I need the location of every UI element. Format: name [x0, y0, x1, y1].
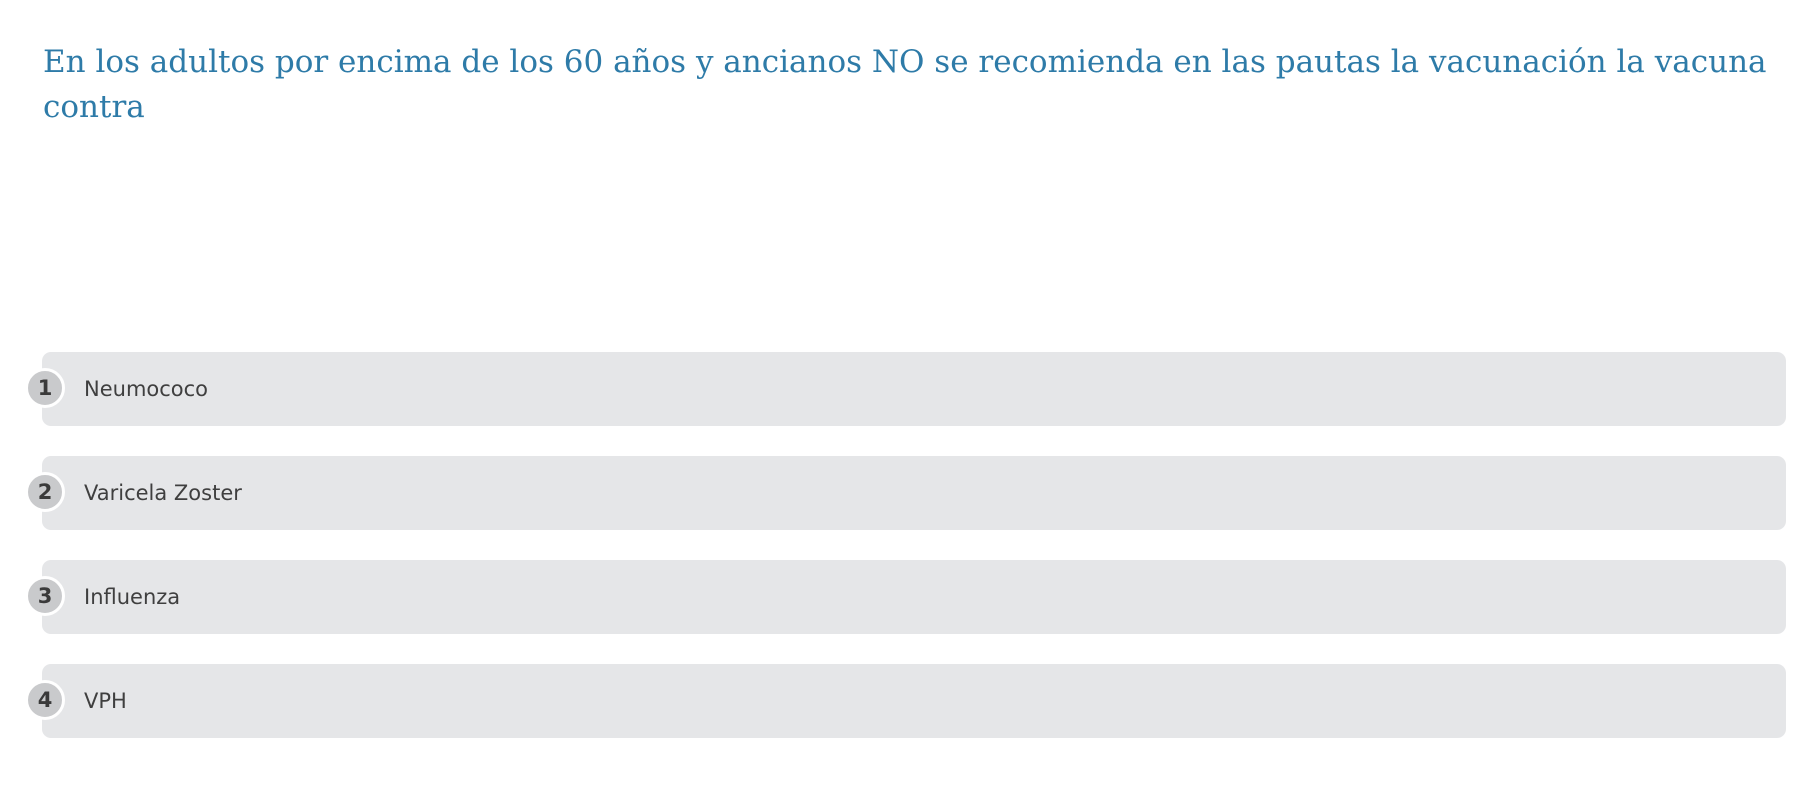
- option-1[interactable]: 1 Neumococo: [25, 352, 1786, 426]
- option-number-badge: 3: [25, 576, 65, 616]
- option-4[interactable]: 4 VPH: [25, 664, 1786, 738]
- option-label: Varicela Zoster: [84, 481, 242, 505]
- option-number-badge: 1: [25, 368, 65, 408]
- option-label: VPH: [84, 689, 127, 713]
- option-2[interactable]: 2 Varicela Zoster: [25, 456, 1786, 530]
- option-label: Neumococo: [84, 377, 209, 401]
- option-3[interactable]: 3 Influenza: [25, 560, 1786, 634]
- option-number-badge: 2: [25, 472, 65, 512]
- question-text: En los adultos por encima de los 60 años…: [43, 44, 1767, 125]
- option-number-badge: 4: [25, 680, 65, 720]
- option-label: Influenza: [84, 585, 181, 609]
